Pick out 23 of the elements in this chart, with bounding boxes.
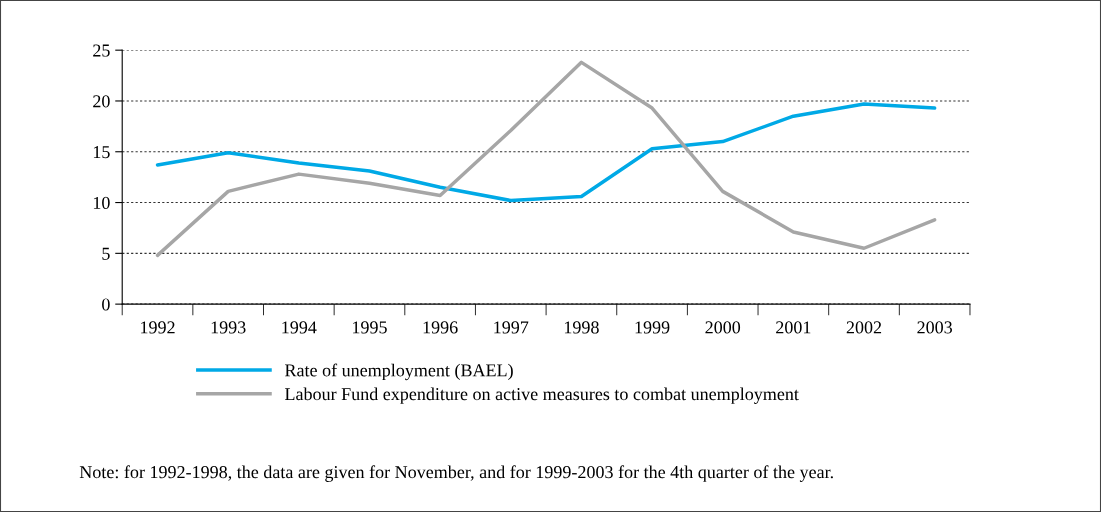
x-tick-label: 1993 <box>211 321 246 334</box>
x-tick-label: 1995 <box>353 321 387 334</box>
x-tick-label: 1998 <box>564 321 599 334</box>
x-tick-label: 2000 <box>705 321 741 334</box>
y-tick-label: 10 <box>93 196 110 209</box>
x-tick-label: 2001 <box>776 321 811 334</box>
y-tick-label: 20 <box>93 95 110 108</box>
legend-label: Rate of unemployment (BAEL) <box>284 363 513 381</box>
y-tick-label: 15 <box>93 146 110 159</box>
x-tick-label: 2002 <box>846 321 882 334</box>
x-tick-label: 2003 <box>917 321 953 334</box>
text: Note: for 1992-1998, the data are given for November, and for 1999-2003 for the 4th quarter of the year. <box>79 465 833 482</box>
x-tick-label: 1999 <box>635 321 670 334</box>
x-tick-label: 1997 <box>494 321 529 334</box>
x-tick-label: 1992 <box>141 321 175 334</box>
line-series <box>155 60 937 258</box>
x-tick-label: 1994 <box>282 321 317 334</box>
legend-label: Labour Fund expenditure on active measures to combat unemployment <box>284 387 799 404</box>
y-tick-label: 25 <box>93 44 110 57</box>
line-series <box>155 102 937 203</box>
x-tick-label: 1996 <box>423 321 458 334</box>
y-tick-label: 0 <box>102 298 110 311</box>
y-tick-label: 5 <box>102 247 110 260</box>
